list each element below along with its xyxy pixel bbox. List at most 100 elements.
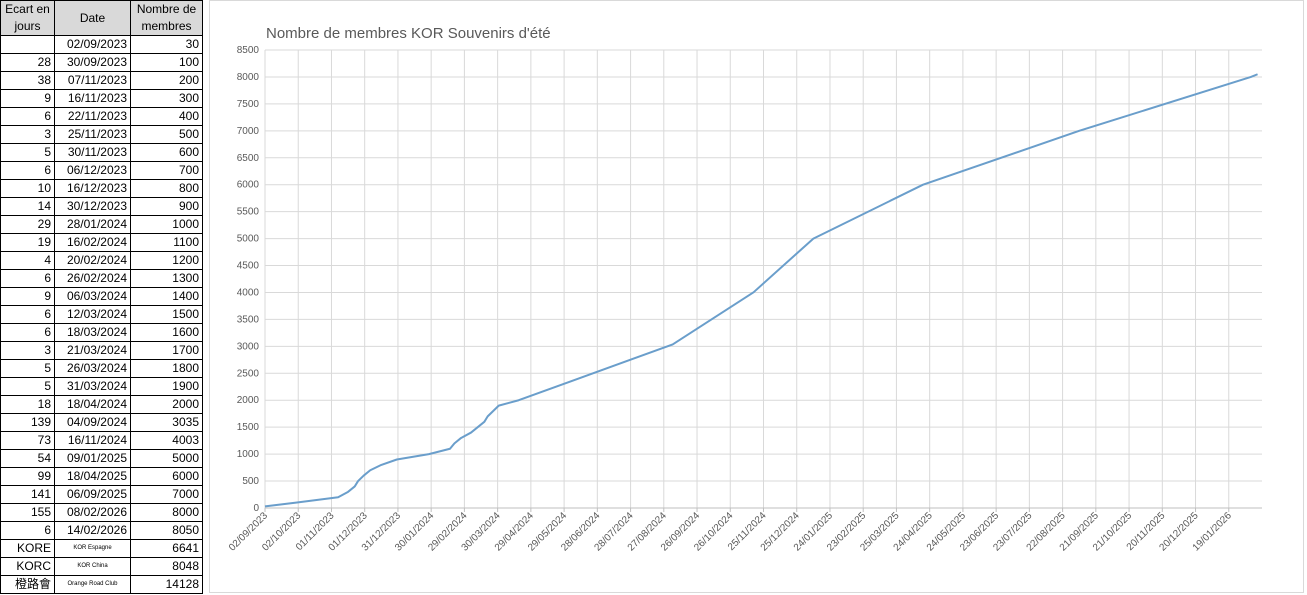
date-cell: 06/12/2023 bbox=[54, 161, 131, 180]
members-cell: 8000 bbox=[130, 503, 203, 522]
date-cell: 06/09/2025 bbox=[54, 485, 131, 504]
date-cell: 28/01/2024 bbox=[54, 215, 131, 234]
table-row: 28 30/09/2023 100 bbox=[0, 53, 203, 72]
members-cell: 800 bbox=[130, 179, 203, 198]
y-tick-label: 7500 bbox=[237, 99, 260, 110]
y-tick-label: 3500 bbox=[237, 314, 260, 325]
name-cell: Orange Road Club bbox=[54, 575, 131, 594]
members-cell: 1700 bbox=[130, 341, 203, 360]
name-cell: KOR Espagne bbox=[54, 539, 131, 558]
date-cell: 06/03/2024 bbox=[54, 287, 131, 306]
table-row: 73 16/11/2024 4003 bbox=[0, 431, 203, 450]
y-tick-label: 0 bbox=[253, 503, 259, 514]
members-cell: 1100 bbox=[130, 233, 203, 252]
date-cell: 31/03/2024 bbox=[54, 377, 131, 396]
date-cell: 18/03/2024 bbox=[54, 323, 131, 342]
date-cell: 07/11/2023 bbox=[54, 71, 131, 90]
chart: Nombre de membres KOR Souvenirs d'été 0 5… bbox=[209, 0, 1304, 593]
y-tick-label: 4000 bbox=[237, 287, 260, 298]
ecart-cell: 6 bbox=[0, 161, 55, 180]
table-row: 6 18/03/2024 1600 bbox=[0, 323, 203, 342]
table-row: 38 07/11/2023 200 bbox=[0, 71, 203, 90]
ecart-cell: 9 bbox=[0, 287, 55, 306]
ecart-cell: 38 bbox=[0, 71, 55, 90]
members-cell: 1400 bbox=[130, 287, 203, 306]
members-cell: 1000 bbox=[130, 215, 203, 234]
ecart-cell: 19 bbox=[0, 233, 55, 252]
y-tick-label: 5500 bbox=[237, 207, 260, 218]
ecart-cell: 139 bbox=[0, 413, 55, 432]
members-cell: 600 bbox=[130, 143, 203, 162]
table-row: 141 06/09/2025 7000 bbox=[0, 485, 203, 504]
date-cell: 30/11/2023 bbox=[54, 143, 131, 162]
members-cell: 1300 bbox=[130, 269, 203, 288]
ecart-cell: 9 bbox=[0, 89, 55, 108]
date-cell: 08/02/2026 bbox=[54, 503, 131, 522]
data-line bbox=[264, 73, 1258, 508]
table-row: 6 22/11/2023 400 bbox=[0, 107, 203, 126]
date-cell: 16/12/2023 bbox=[54, 179, 131, 198]
date-cell: 18/04/2025 bbox=[54, 467, 131, 486]
table-row: 6 14/02/2026 8050 bbox=[0, 521, 203, 540]
ecart-cell: 6 bbox=[0, 269, 55, 288]
ecart-cell: 29 bbox=[0, 215, 55, 234]
y-tick-label: 3000 bbox=[237, 341, 260, 352]
date-cell: 12/03/2024 bbox=[54, 305, 131, 324]
ecart-cell: 73 bbox=[0, 431, 55, 450]
date-cell: 14/02/2026 bbox=[54, 521, 131, 540]
ecart-cell: 6 bbox=[0, 107, 55, 126]
y-tick-label: 8500 bbox=[237, 45, 260, 56]
members-cell: 300 bbox=[130, 89, 203, 108]
date-cell: 02/09/2023 bbox=[54, 35, 131, 54]
table-row: 6 06/12/2023 700 bbox=[0, 161, 203, 180]
members-cell: 1600 bbox=[130, 323, 203, 342]
date-cell: 18/04/2024 bbox=[54, 395, 131, 414]
date-cell: 22/11/2023 bbox=[54, 107, 131, 126]
table-row: KORC KOR China 8048 bbox=[0, 557, 203, 576]
table-row: 3 25/11/2023 500 bbox=[0, 125, 203, 144]
ecart-cell: 155 bbox=[0, 503, 55, 522]
table-row: 6 12/03/2024 1500 bbox=[0, 305, 203, 324]
spreadsheet-table: Ecart en jours Date Nombre de membres 02/09… bbox=[0, 0, 203, 594]
members-cell: 1200 bbox=[130, 251, 203, 270]
date-cell: 26/02/2024 bbox=[54, 269, 131, 288]
members-cell: 4003 bbox=[130, 431, 203, 450]
date-cell: 30/12/2023 bbox=[54, 197, 131, 216]
count-cell: 14128 bbox=[130, 575, 203, 594]
ecart-cell: 28 bbox=[0, 53, 55, 72]
table-body: Ecart en jours Date Nombre de membres 02/09… bbox=[0, 0, 203, 594]
y-tick-label: 2500 bbox=[237, 368, 260, 379]
ecart-cell: 141 bbox=[0, 485, 55, 504]
date-cell: 16/02/2024 bbox=[54, 233, 131, 252]
label-cell: KORE bbox=[0, 539, 55, 558]
table-row: 5 31/03/2024 1900 bbox=[0, 377, 203, 396]
date-cell: 04/09/2024 bbox=[54, 413, 131, 432]
table-row: 3 21/03/2024 1700 bbox=[0, 341, 203, 360]
y-tick-label: 6500 bbox=[237, 153, 260, 164]
y-tick-label: 8000 bbox=[237, 72, 260, 83]
count-cell: 8048 bbox=[130, 557, 203, 576]
table-row: 5 30/11/2023 600 bbox=[0, 143, 203, 162]
label-cell: KORC bbox=[0, 557, 55, 576]
table-row: 99 18/04/2025 6000 bbox=[0, 467, 203, 486]
members-cell: 8050 bbox=[130, 521, 203, 540]
members-cell: 30 bbox=[130, 35, 203, 54]
members-cell: 1800 bbox=[130, 359, 203, 378]
y-tick-label: 6000 bbox=[237, 180, 260, 191]
members-cell: 7000 bbox=[130, 485, 203, 504]
table-row: 19 16/02/2024 1100 bbox=[0, 233, 203, 252]
members-cell: 200 bbox=[130, 71, 203, 90]
column-header: Ecart en jours bbox=[0, 0, 55, 36]
name-cell: KOR China bbox=[54, 557, 131, 576]
table-row: 02/09/2023 30 bbox=[0, 35, 203, 54]
table-row: 9 06/03/2024 1400 bbox=[0, 287, 203, 306]
y-tick-label: 5000 bbox=[237, 234, 260, 245]
ecart-cell: 3 bbox=[0, 125, 55, 144]
members-cell: 5000 bbox=[130, 449, 203, 468]
date-cell: 16/11/2024 bbox=[54, 431, 131, 450]
ecart-cell: 6 bbox=[0, 521, 55, 540]
table-row: 4 20/02/2024 1200 bbox=[0, 251, 203, 270]
y-tick-label: 4500 bbox=[237, 261, 260, 272]
members-cell: 400 bbox=[130, 107, 203, 126]
